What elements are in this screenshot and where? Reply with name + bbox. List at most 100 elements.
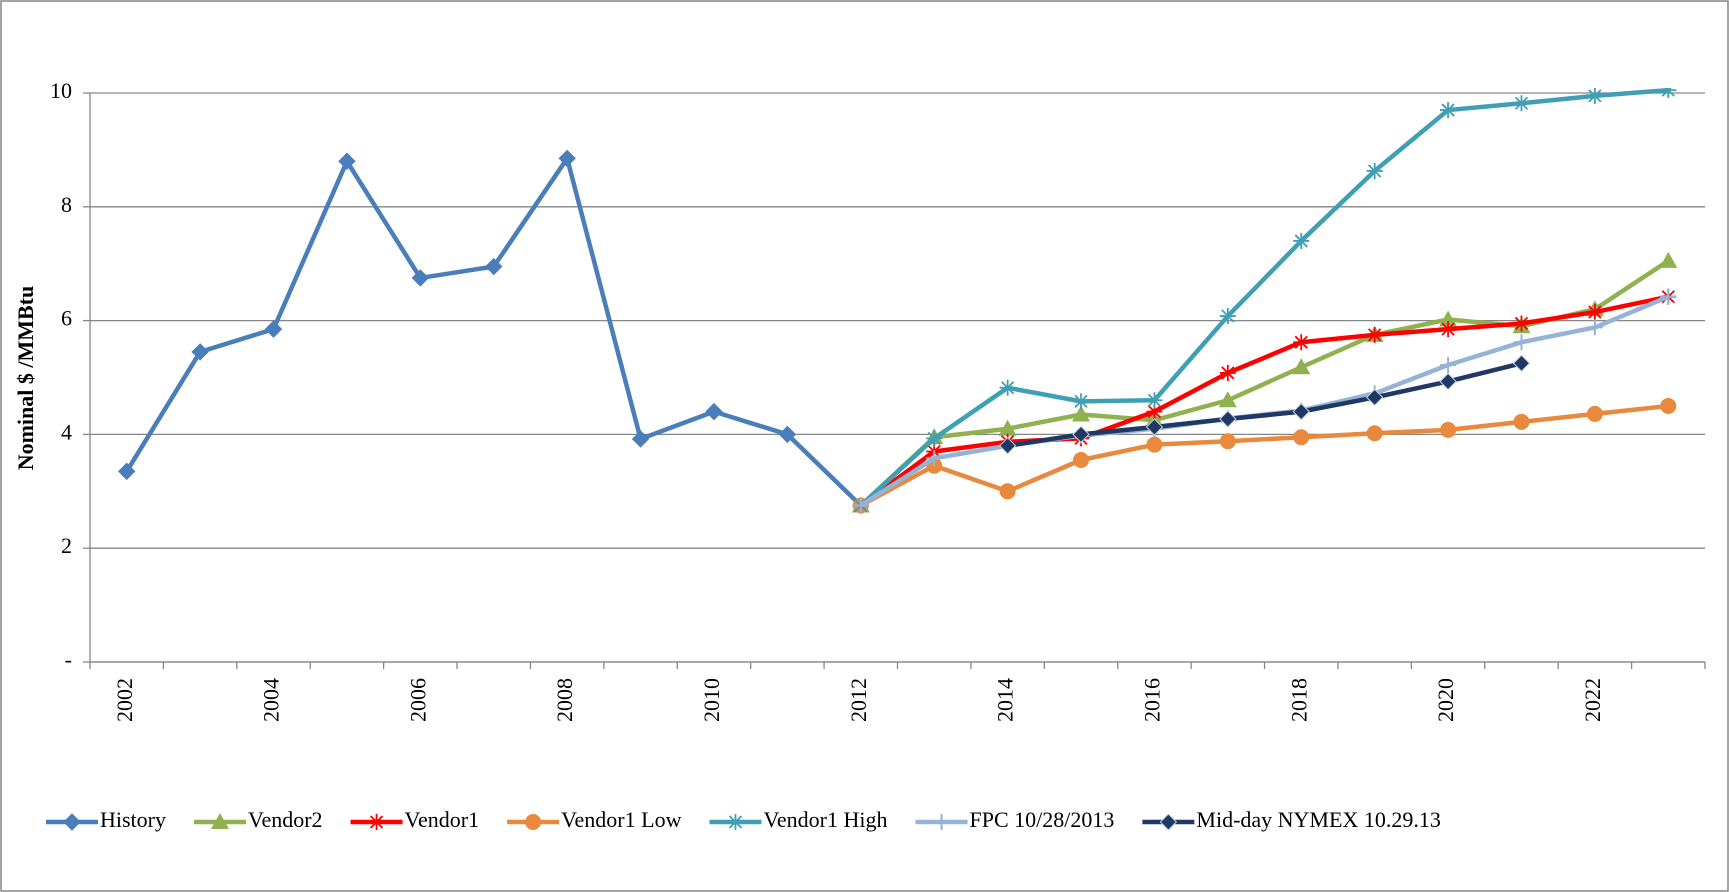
marker bbox=[1512, 354, 1531, 372]
marker bbox=[338, 152, 356, 170]
marker bbox=[998, 437, 1017, 455]
legend-item: Vendor2 bbox=[194, 807, 323, 832]
marker bbox=[1513, 315, 1530, 332]
marker bbox=[1439, 310, 1458, 327]
x-tick-label: 2016 bbox=[1139, 678, 1164, 722]
marker bbox=[998, 419, 1017, 436]
legend-label: Vendor1 Low bbox=[561, 807, 681, 832]
marker bbox=[1146, 403, 1163, 420]
marker bbox=[1366, 326, 1383, 343]
plot-area bbox=[117, 88, 1678, 515]
marker bbox=[1218, 391, 1237, 408]
legend-label: Vendor1 bbox=[405, 807, 480, 832]
legend-marker bbox=[727, 814, 744, 830]
x-tick-label: 2002 bbox=[112, 678, 137, 722]
y-tick-label: 8 bbox=[61, 192, 72, 217]
marker bbox=[558, 149, 576, 168]
marker bbox=[1440, 356, 1457, 373]
legend-label: Vendor1 High bbox=[763, 807, 887, 832]
series-line bbox=[859, 403, 1669, 508]
y-tick-label: - bbox=[65, 647, 72, 672]
series-line bbox=[1007, 361, 1523, 449]
marker bbox=[1513, 334, 1530, 351]
series-line bbox=[859, 88, 1669, 508]
marker bbox=[1660, 88, 1677, 99]
marker bbox=[852, 497, 869, 514]
legend-item: Vendor1 Low bbox=[507, 807, 682, 832]
series-line bbox=[859, 294, 1669, 508]
x-tick-label: 2012 bbox=[846, 678, 871, 722]
y-tick-label: 6 bbox=[61, 306, 72, 331]
y-tick-label: 4 bbox=[61, 419, 72, 444]
legend-marker bbox=[368, 814, 385, 830]
legend-label: Mid-day NYMEX 10.29.13 bbox=[1196, 807, 1440, 832]
marker bbox=[1366, 425, 1383, 442]
series bbox=[998, 354, 1531, 455]
marker bbox=[1293, 429, 1310, 446]
x-tick-label: 2004 bbox=[259, 678, 284, 722]
marker bbox=[1586, 304, 1603, 321]
marker bbox=[117, 462, 136, 481]
marker bbox=[1586, 319, 1603, 336]
x-tick-label: 2022 bbox=[1580, 678, 1605, 722]
legend-marker bbox=[933, 814, 950, 830]
marker bbox=[1219, 433, 1236, 450]
marker bbox=[1440, 321, 1457, 338]
marker bbox=[1072, 405, 1091, 422]
marker bbox=[1219, 410, 1237, 428]
marker bbox=[485, 257, 503, 276]
marker bbox=[631, 430, 650, 448]
marker bbox=[1219, 308, 1236, 325]
legend-marker bbox=[525, 814, 542, 830]
marker bbox=[1365, 388, 1384, 407]
marker bbox=[1439, 372, 1457, 391]
legend-label: FPC 10/28/2013 bbox=[970, 807, 1115, 832]
marker bbox=[1660, 288, 1677, 305]
x-tick-label: 2010 bbox=[699, 678, 724, 722]
marker bbox=[1440, 421, 1457, 438]
marker bbox=[1292, 402, 1310, 421]
legend-label: Vendor2 bbox=[248, 807, 323, 832]
legend-item: Vendor1 bbox=[350, 807, 480, 832]
marker bbox=[999, 379, 1016, 396]
marker bbox=[1072, 425, 1090, 444]
marker bbox=[1586, 88, 1603, 104]
x-tick-label: 2006 bbox=[405, 678, 430, 722]
marker bbox=[926, 450, 943, 467]
legend-item: FPC 10/28/2013 bbox=[915, 807, 1115, 832]
legend-item: Mid-day NYMEX 10.29.13 bbox=[1142, 807, 1441, 832]
marker bbox=[1440, 102, 1457, 119]
legend-marker bbox=[211, 813, 229, 829]
legend-marker bbox=[63, 813, 81, 831]
marker bbox=[1146, 436, 1163, 453]
legend-item: History bbox=[46, 807, 166, 832]
y-axis-label: Nominal $ /MMBtu bbox=[13, 286, 38, 471]
marker bbox=[1292, 358, 1311, 375]
marker bbox=[1366, 162, 1383, 179]
x-tick-label: 2014 bbox=[993, 678, 1018, 722]
legend-item: Vendor1 High bbox=[709, 807, 888, 832]
marker bbox=[999, 483, 1016, 500]
marker bbox=[1659, 251, 1678, 268]
marker bbox=[705, 402, 723, 421]
legend-label: History bbox=[100, 807, 166, 832]
y-tick-label: 10 bbox=[50, 78, 72, 103]
marker bbox=[1293, 232, 1310, 249]
y-tick-label: 2 bbox=[61, 533, 72, 558]
marker bbox=[1146, 392, 1163, 409]
marker bbox=[1660, 397, 1677, 414]
marker bbox=[264, 320, 283, 338]
x-tick-label: 2018 bbox=[1286, 678, 1311, 722]
x-tick-label: 2020 bbox=[1433, 678, 1458, 722]
marker bbox=[1513, 95, 1530, 112]
x-tick-label: 2008 bbox=[552, 678, 577, 722]
marker bbox=[1145, 418, 1164, 436]
marker bbox=[1293, 334, 1310, 351]
marker bbox=[778, 425, 797, 444]
marker bbox=[926, 430, 943, 447]
marker bbox=[1513, 413, 1530, 430]
legend-marker bbox=[1159, 813, 1178, 831]
marker bbox=[1219, 364, 1236, 381]
